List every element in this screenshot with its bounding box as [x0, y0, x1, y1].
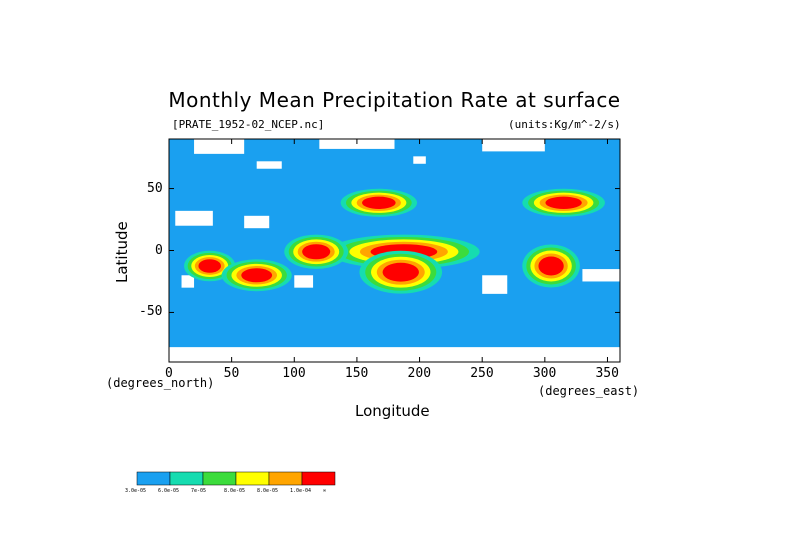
precip-region [198, 259, 222, 273]
dry-patch [582, 269, 620, 282]
y-tick-label: -50 [139, 304, 163, 320]
x-tick-label: 350 [595, 366, 619, 381]
units-label: (units:Kg/m^-2/s) [508, 118, 621, 131]
x-tick-label: 250 [470, 366, 494, 381]
dry-patch [175, 210, 213, 226]
y-tick-label: 50 [147, 180, 163, 196]
x-axis-title: Longitude [355, 402, 430, 420]
map-title: Monthly Mean Precipitation Rate at surfa… [168, 88, 621, 112]
x-axis-unit-note: (degrees_east) [538, 384, 640, 398]
colorbar-swatch [235, 471, 270, 486]
colorbar-label: 7e-05 [191, 488, 207, 494]
y-tick-label: 0 [155, 242, 163, 258]
precip-region [545, 196, 582, 209]
colorbar-label: 8.0e-05 [224, 488, 246, 494]
colorbar-label: 1.0e-04 [290, 488, 312, 494]
x-tick-label: 0 [165, 366, 173, 381]
x-tick-label: 100 [282, 366, 306, 381]
colorbar-label: 6.0e-05 [158, 488, 180, 494]
dry-patch [169, 347, 620, 362]
precip-region [538, 256, 564, 276]
dry-patch [294, 275, 314, 288]
dry-patch [181, 275, 195, 288]
precip-region [362, 196, 396, 209]
colorbar-swatch [268, 471, 303, 486]
colorbar-label: 8.0e-05 [257, 488, 279, 494]
precip-region [241, 268, 273, 283]
file-label: [PRATE_1952-02_NCEP.nc] [172, 118, 325, 131]
colorbar-swatch [301, 471, 336, 486]
x-tick-label: 50 [223, 366, 240, 381]
y-axis-unit-note: (degrees_north) [106, 376, 215, 390]
colorbar-swatch [202, 471, 237, 486]
y-axis-title: Latitude [113, 221, 131, 283]
precip-region [382, 262, 419, 282]
colorbar-swatch [136, 471, 171, 486]
dry-patch [413, 156, 426, 164]
x-tick-label: 300 [532, 366, 557, 381]
x-tick-label: 200 [407, 366, 432, 381]
x-tick-label: 150 [344, 366, 369, 381]
dry-patch [482, 139, 545, 152]
colorbar-label: ∞ [323, 488, 327, 494]
dry-patch [256, 161, 282, 169]
dry-patch [194, 139, 245, 154]
colorbar-swatch [169, 471, 204, 486]
precip-region [302, 244, 331, 260]
colorbar-label: 3.0e-05 [125, 488, 147, 494]
dry-patch [482, 275, 508, 294]
dry-patch [244, 215, 270, 229]
